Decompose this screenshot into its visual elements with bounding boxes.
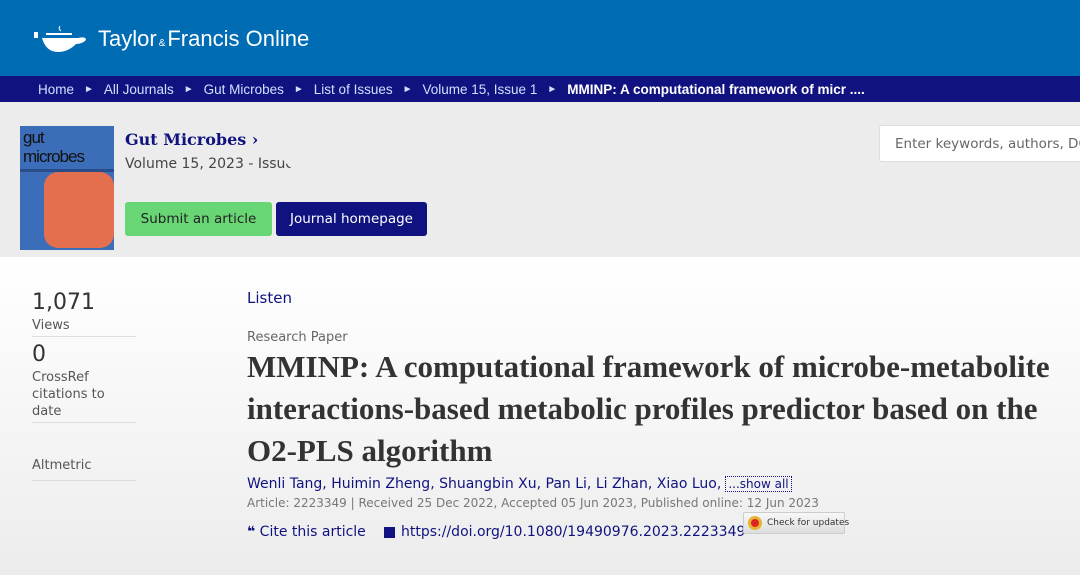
article-title: MMINP: A computational framework of micr…	[247, 349, 1050, 468]
site-header: Taylor &Francis Online	[0, 0, 1080, 76]
lamp-icon	[34, 25, 86, 52]
breadcrumb-list-of-issues[interactable]: List of Issues	[313, 81, 393, 97]
journal-cover[interactable]: gut microbes	[20, 126, 114, 250]
quote-icon: ❝	[247, 524, 256, 540]
metrics-sidebar: 1,071 Views 0 CrossRef citations to date A…	[32, 289, 136, 485]
journal-volume: Volume 15, 2023 - Issue 1	[125, 156, 308, 172]
article-header: Listen Research Paper MMINP: A computati…	[247, 288, 1077, 544]
crossmark-icon	[748, 516, 762, 530]
breadcrumb-volume[interactable]: Volume 15, Issue 1	[422, 81, 538, 97]
arrow-icon: ►	[402, 83, 413, 95]
brand-name: Taylor &Francis Online	[98, 26, 310, 51]
arrow-icon: ►	[183, 83, 194, 95]
article-type: Research Paper	[247, 330, 348, 345]
doi-link[interactable]: https://doi.org/10.1080/19490976.2023.22…	[384, 524, 745, 540]
article-actions: ❝ Cite this article https://doi.org/10.1…	[247, 512, 1077, 544]
breadcrumb-gut-microbes[interactable]: Gut Microbes	[203, 81, 284, 97]
header-pointer	[278, 155, 326, 179]
check-updates-button[interactable]: Check for updates	[743, 512, 849, 534]
authors[interactable]: Wenli Tang, Huimin Zheng, Shuangbin Xu, …	[247, 476, 722, 492]
journal-title-link[interactable]: Gut Microbes ›	[125, 130, 259, 149]
crossref-metric: 0 CrossRef citations to date	[32, 341, 136, 423]
show-all-authors[interactable]: ...show all	[725, 476, 792, 492]
arrow-icon: ►	[547, 83, 558, 95]
article-meta: Article: 2223349 | Received 25 Dec 2022,…	[247, 496, 819, 510]
breadcrumb: Home ► All Journals ► Gut Microbes ► List o…	[0, 76, 1080, 102]
external-link-icon	[384, 526, 395, 538]
submit-article-button[interactable]: Submit an article	[125, 202, 272, 236]
authors-list: Wenli Tang, Huimin Zheng, Shuangbin Xu, …	[247, 474, 1077, 494]
search-input[interactable]: Enter keywords, authors, DOI	[879, 125, 1080, 162]
journal-homepage-button[interactable]: Journal homepage	[276, 202, 427, 236]
breadcrumb-all-journals[interactable]: All Journals	[103, 81, 174, 97]
arrow-icon: ►	[293, 83, 304, 95]
breadcrumb-current: MMINP: A computational framework of micr…	[567, 81, 865, 97]
views-metric: 1,071 Views	[32, 289, 136, 337]
altmetric[interactable]: Altmetric	[32, 457, 136, 481]
journal-header: gut microbes Gut Microbes › Volume 15, 20…	[0, 102, 1080, 257]
listen-button[interactable]: Listen	[247, 289, 292, 307]
article-main: 1,071 Views 0 CrossRef citations to date A…	[0, 257, 1080, 575]
arrow-icon: ►	[84, 83, 94, 95]
cite-article-link[interactable]: ❝ Cite this article	[247, 524, 366, 540]
tf-logo[interactable]: Taylor &Francis Online	[34, 24, 309, 54]
breadcrumb-home[interactable]: Home	[38, 81, 75, 97]
